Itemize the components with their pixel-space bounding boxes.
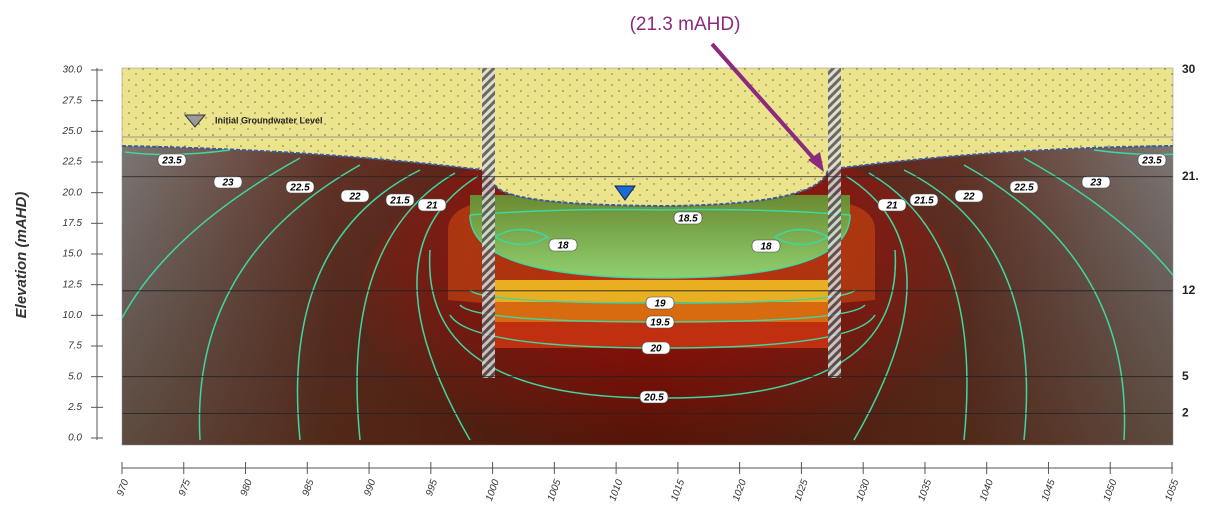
- contour-label: 23.5: [1141, 156, 1162, 167]
- contour-label: 22.5: [289, 183, 310, 194]
- y-tick-label: 25.0: [62, 126, 83, 137]
- y-axis-label: Elevation (mAHD): [13, 192, 30, 319]
- x-tick-label: 1015: [669, 478, 687, 503]
- right-tick-label: 2: [1182, 406, 1189, 420]
- x-tick-label: 1030: [855, 478, 873, 503]
- y-tick-label: 30.0: [63, 65, 83, 76]
- x-tick-label: 1010: [607, 478, 625, 503]
- groundwater-label: Initial Groundwater Level: [215, 115, 323, 125]
- right-tick-label: 30: [1182, 62, 1196, 76]
- y-tick-label: 0.0: [68, 433, 82, 444]
- x-tick-label: 1040: [978, 478, 996, 503]
- y-tick-label: 10.0: [63, 310, 83, 321]
- right-tick-label: 21.: [1182, 169, 1199, 183]
- x-tick-label: 975: [177, 478, 193, 498]
- x-tick-label: 985: [301, 478, 317, 498]
- x-tick-label: 1055: [1163, 478, 1181, 503]
- x-tick-label: 995: [424, 478, 440, 498]
- contour-label: 22: [962, 192, 975, 203]
- contour-label: 20.5: [643, 393, 664, 404]
- y-tick-label: 27.5: [62, 95, 83, 106]
- x-tick-label: 980: [239, 478, 255, 498]
- x-tick-label: 1020: [731, 478, 749, 503]
- contour-label: 23: [1089, 178, 1102, 189]
- y-tick-label: 20.0: [62, 187, 83, 198]
- x-tick-label: 1045: [1040, 478, 1058, 503]
- contour-label: 18.5: [678, 214, 698, 225]
- y-tick-label: 2.5: [67, 402, 82, 413]
- y-tick-label: 17.5: [63, 218, 83, 229]
- contour-label: 18: [557, 241, 569, 252]
- x-tick-label: 970: [115, 478, 131, 498]
- x-tick-label: 1035: [916, 478, 934, 503]
- contour-label: 19.5: [650, 318, 670, 329]
- x-tick-label: 1050: [1102, 478, 1120, 503]
- contour-label: 22.5: [1013, 183, 1034, 194]
- contour-label: 20: [649, 344, 662, 355]
- contour-label: 23: [221, 178, 234, 189]
- y-tick-label: 22.5: [62, 157, 83, 168]
- x-tick-label: 1000: [484, 478, 502, 503]
- contour-label: 21: [885, 201, 898, 212]
- right-tick-label: 12: [1182, 283, 1196, 297]
- y-tick-label: 15.0: [63, 249, 83, 260]
- contour-label: 23.5: [161, 156, 182, 167]
- contour-label: 22: [348, 192, 361, 203]
- contour-label: 19: [654, 299, 666, 310]
- y-tick-label: 5.0: [68, 371, 82, 382]
- right-tick-label: 5: [1182, 369, 1189, 383]
- contour-label: 21: [425, 201, 438, 212]
- x-tick-label: 1025: [793, 478, 811, 503]
- y-tick-label: 7.5: [68, 341, 82, 352]
- chart: 23.523.5232322.522.5222221.521.5212118.5…: [0, 0, 1206, 516]
- annotation: (21.3 mAHD): [630, 14, 741, 35]
- contour-label: 21.5: [913, 196, 934, 207]
- contour-label: 18: [760, 242, 772, 253]
- x-tick-label: 1005: [546, 478, 564, 503]
- contour-label: 21.5: [389, 196, 410, 207]
- x-tick-label: 990: [362, 478, 378, 498]
- y-tick-label: 12.5: [63, 279, 83, 290]
